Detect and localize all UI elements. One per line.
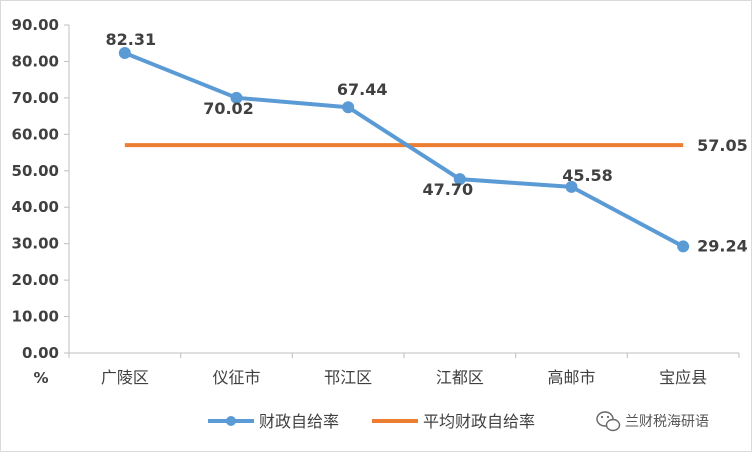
x-category-label: 广陵区 <box>101 368 149 387</box>
main-series-point <box>118 47 131 60</box>
main-series-point <box>342 101 355 114</box>
x-category-label: 江都区 <box>436 368 484 387</box>
y-tick-label: 0.00 <box>22 344 59 362</box>
y-tick-label: 50.00 <box>12 162 59 180</box>
y-tick-label: 80.00 <box>12 52 59 70</box>
main-series-point <box>677 240 690 253</box>
x-category-label: 邗江区 <box>324 368 372 387</box>
y-tick-label: 20.00 <box>12 271 59 289</box>
y-axis-ticks: 0.00 10.00 20.00 30.00 40.00 50.00 60.00 70.00 8… <box>12 16 69 362</box>
main-series-point <box>565 180 578 193</box>
main-series-line <box>124 51 685 249</box>
legend-label-main: 财政自给率 <box>259 412 339 431</box>
main-series: 82.31 70.02 67.44 47.70 45.58 29.24 <box>106 30 748 255</box>
legend-marker-main <box>226 416 236 426</box>
x-category-label: 高邮市 <box>547 368 595 387</box>
watermark: 兰财税海研语 <box>596 411 709 432</box>
axes <box>68 25 740 358</box>
main-data-label: 82.31 <box>106 30 157 49</box>
y-tick-label: 90.00 <box>12 16 59 34</box>
x-axis-categories: 广陵区 仪征市 邗江区 江都区 高邮市 宝应县 <box>101 368 707 387</box>
average-data-label: 57.05 <box>697 136 748 155</box>
average-series: 57.05 <box>124 136 748 155</box>
y-axis-unit: % <box>33 369 48 387</box>
main-series-point <box>453 173 466 186</box>
y-tick-label: 40.00 <box>12 198 59 216</box>
main-data-label: 67.44 <box>337 80 388 99</box>
y-tick-label: 70.00 <box>12 89 59 107</box>
main-data-label: 45.58 <box>562 166 613 185</box>
legend: 财政自给率 平均财政自给率 <box>208 412 535 431</box>
x-category-label: 仪征市 <box>212 368 260 387</box>
y-tick-label: 60.00 <box>12 125 59 143</box>
watermark-text: 兰财税海研语 <box>625 414 709 430</box>
main-data-label: 47.70 <box>423 180 474 199</box>
main-data-label: 70.02 <box>203 99 254 118</box>
main-data-label: 29.24 <box>697 236 748 255</box>
y-tick-label: 30.00 <box>12 235 59 253</box>
main-series-point <box>230 91 243 104</box>
y-tick-label: 10.00 <box>12 308 59 326</box>
wechat-icon <box>596 411 621 432</box>
legend-label-average: 平均财政自给率 <box>423 412 535 431</box>
x-category-label: 宝应县 <box>659 368 707 387</box>
